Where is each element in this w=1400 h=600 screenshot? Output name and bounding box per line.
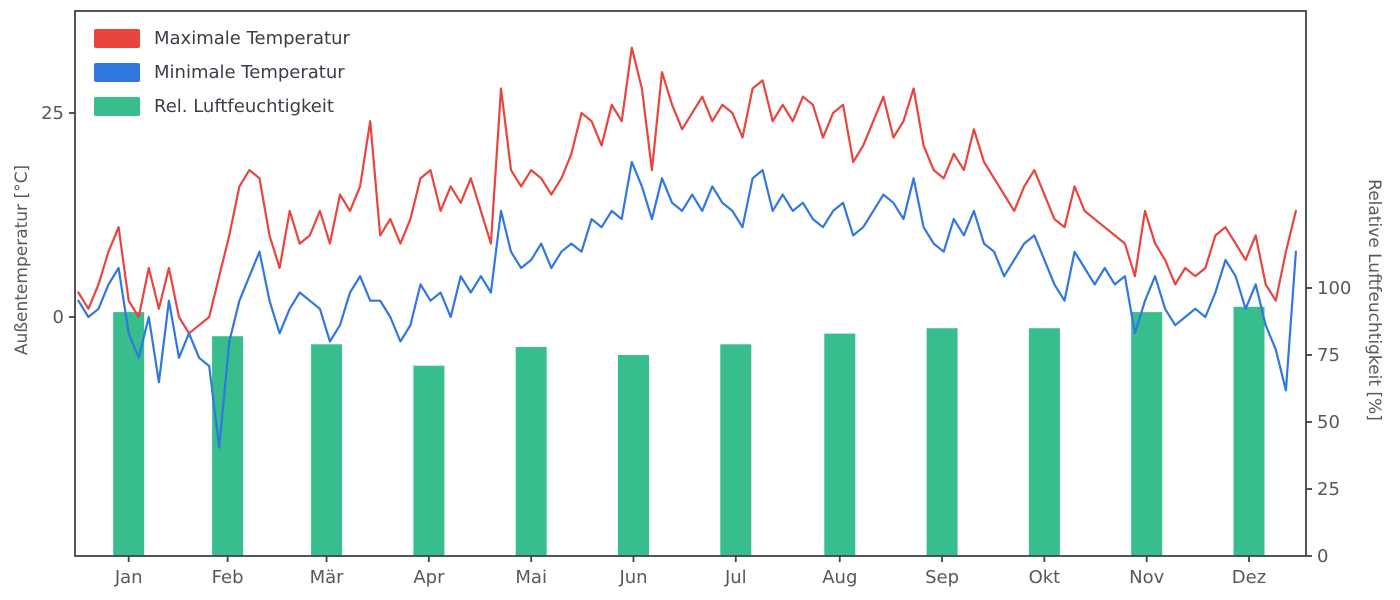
humidity-bar bbox=[515, 347, 547, 556]
max-temp-line bbox=[77, 46, 1298, 335]
humidity-bar bbox=[113, 312, 145, 556]
humidity-bar bbox=[824, 333, 856, 556]
humidity-bar bbox=[1233, 306, 1265, 556]
x-tick-label: Aug bbox=[822, 567, 857, 588]
humidity-bar bbox=[1028, 328, 1060, 556]
y-tick-label-right: 75 bbox=[1317, 345, 1340, 366]
x-tick-label: Nov bbox=[1129, 567, 1164, 588]
humidity-bar bbox=[311, 344, 343, 556]
x-tick-label: Okt bbox=[1029, 567, 1061, 588]
x-tick-label: Jul bbox=[724, 567, 747, 588]
x-tick-label: Jan bbox=[114, 567, 143, 588]
legend-label-min-temp: Minimale Temperatur bbox=[154, 62, 345, 83]
humidity-bar bbox=[926, 328, 958, 556]
humidity-bar bbox=[720, 344, 752, 556]
min-temp-line bbox=[77, 160, 1298, 449]
legend-swatch-min-temp bbox=[94, 63, 140, 82]
x-tick-label: Dez bbox=[1232, 567, 1266, 588]
x-tick-label: Mai bbox=[515, 567, 547, 588]
legend-item-min-temp: Minimale Temperatur bbox=[94, 62, 350, 83]
y-axis-label-right: Relative Luftfeuchtigkeit [%] bbox=[1364, 179, 1384, 421]
humidity-bar bbox=[413, 365, 445, 556]
y-tick-label-right: 100 bbox=[1317, 278, 1351, 299]
y-tick-label-right: 0 bbox=[1317, 546, 1328, 567]
x-tick-label: Apr bbox=[413, 567, 445, 588]
humidity-bar bbox=[212, 336, 244, 556]
legend-item-max-temp: Maximale Temperatur bbox=[94, 28, 350, 49]
y-tick-label-left: 25 bbox=[41, 103, 64, 124]
legend-swatch-max-temp bbox=[94, 29, 140, 48]
x-tick-label: Mär bbox=[310, 567, 345, 588]
y-axis-label-left: Außentemperatur [°C] bbox=[12, 164, 32, 356]
legend-label-humidity: Rel. Luftfeuchtigkeit bbox=[154, 96, 334, 117]
legend: Maximale Temperatur Minimale Temperatur … bbox=[92, 26, 356, 119]
x-tick-label: Sep bbox=[925, 567, 959, 588]
y-tick-label-left: 0 bbox=[53, 307, 64, 328]
legend-item-humidity: Rel. Luftfeuchtigkeit bbox=[94, 96, 350, 117]
legend-swatch-humidity bbox=[94, 97, 140, 116]
humidity-bar bbox=[618, 355, 649, 556]
legend-label-max-temp: Maximale Temperatur bbox=[154, 28, 350, 49]
plot-border bbox=[74, 10, 1307, 557]
x-tick-label: Feb bbox=[212, 567, 244, 588]
y-tick-label-right: 25 bbox=[1317, 479, 1340, 500]
y-tick-label-right: 50 bbox=[1317, 412, 1340, 433]
humidity-bar bbox=[1131, 312, 1163, 556]
x-tick-label: Jun bbox=[618, 567, 647, 588]
